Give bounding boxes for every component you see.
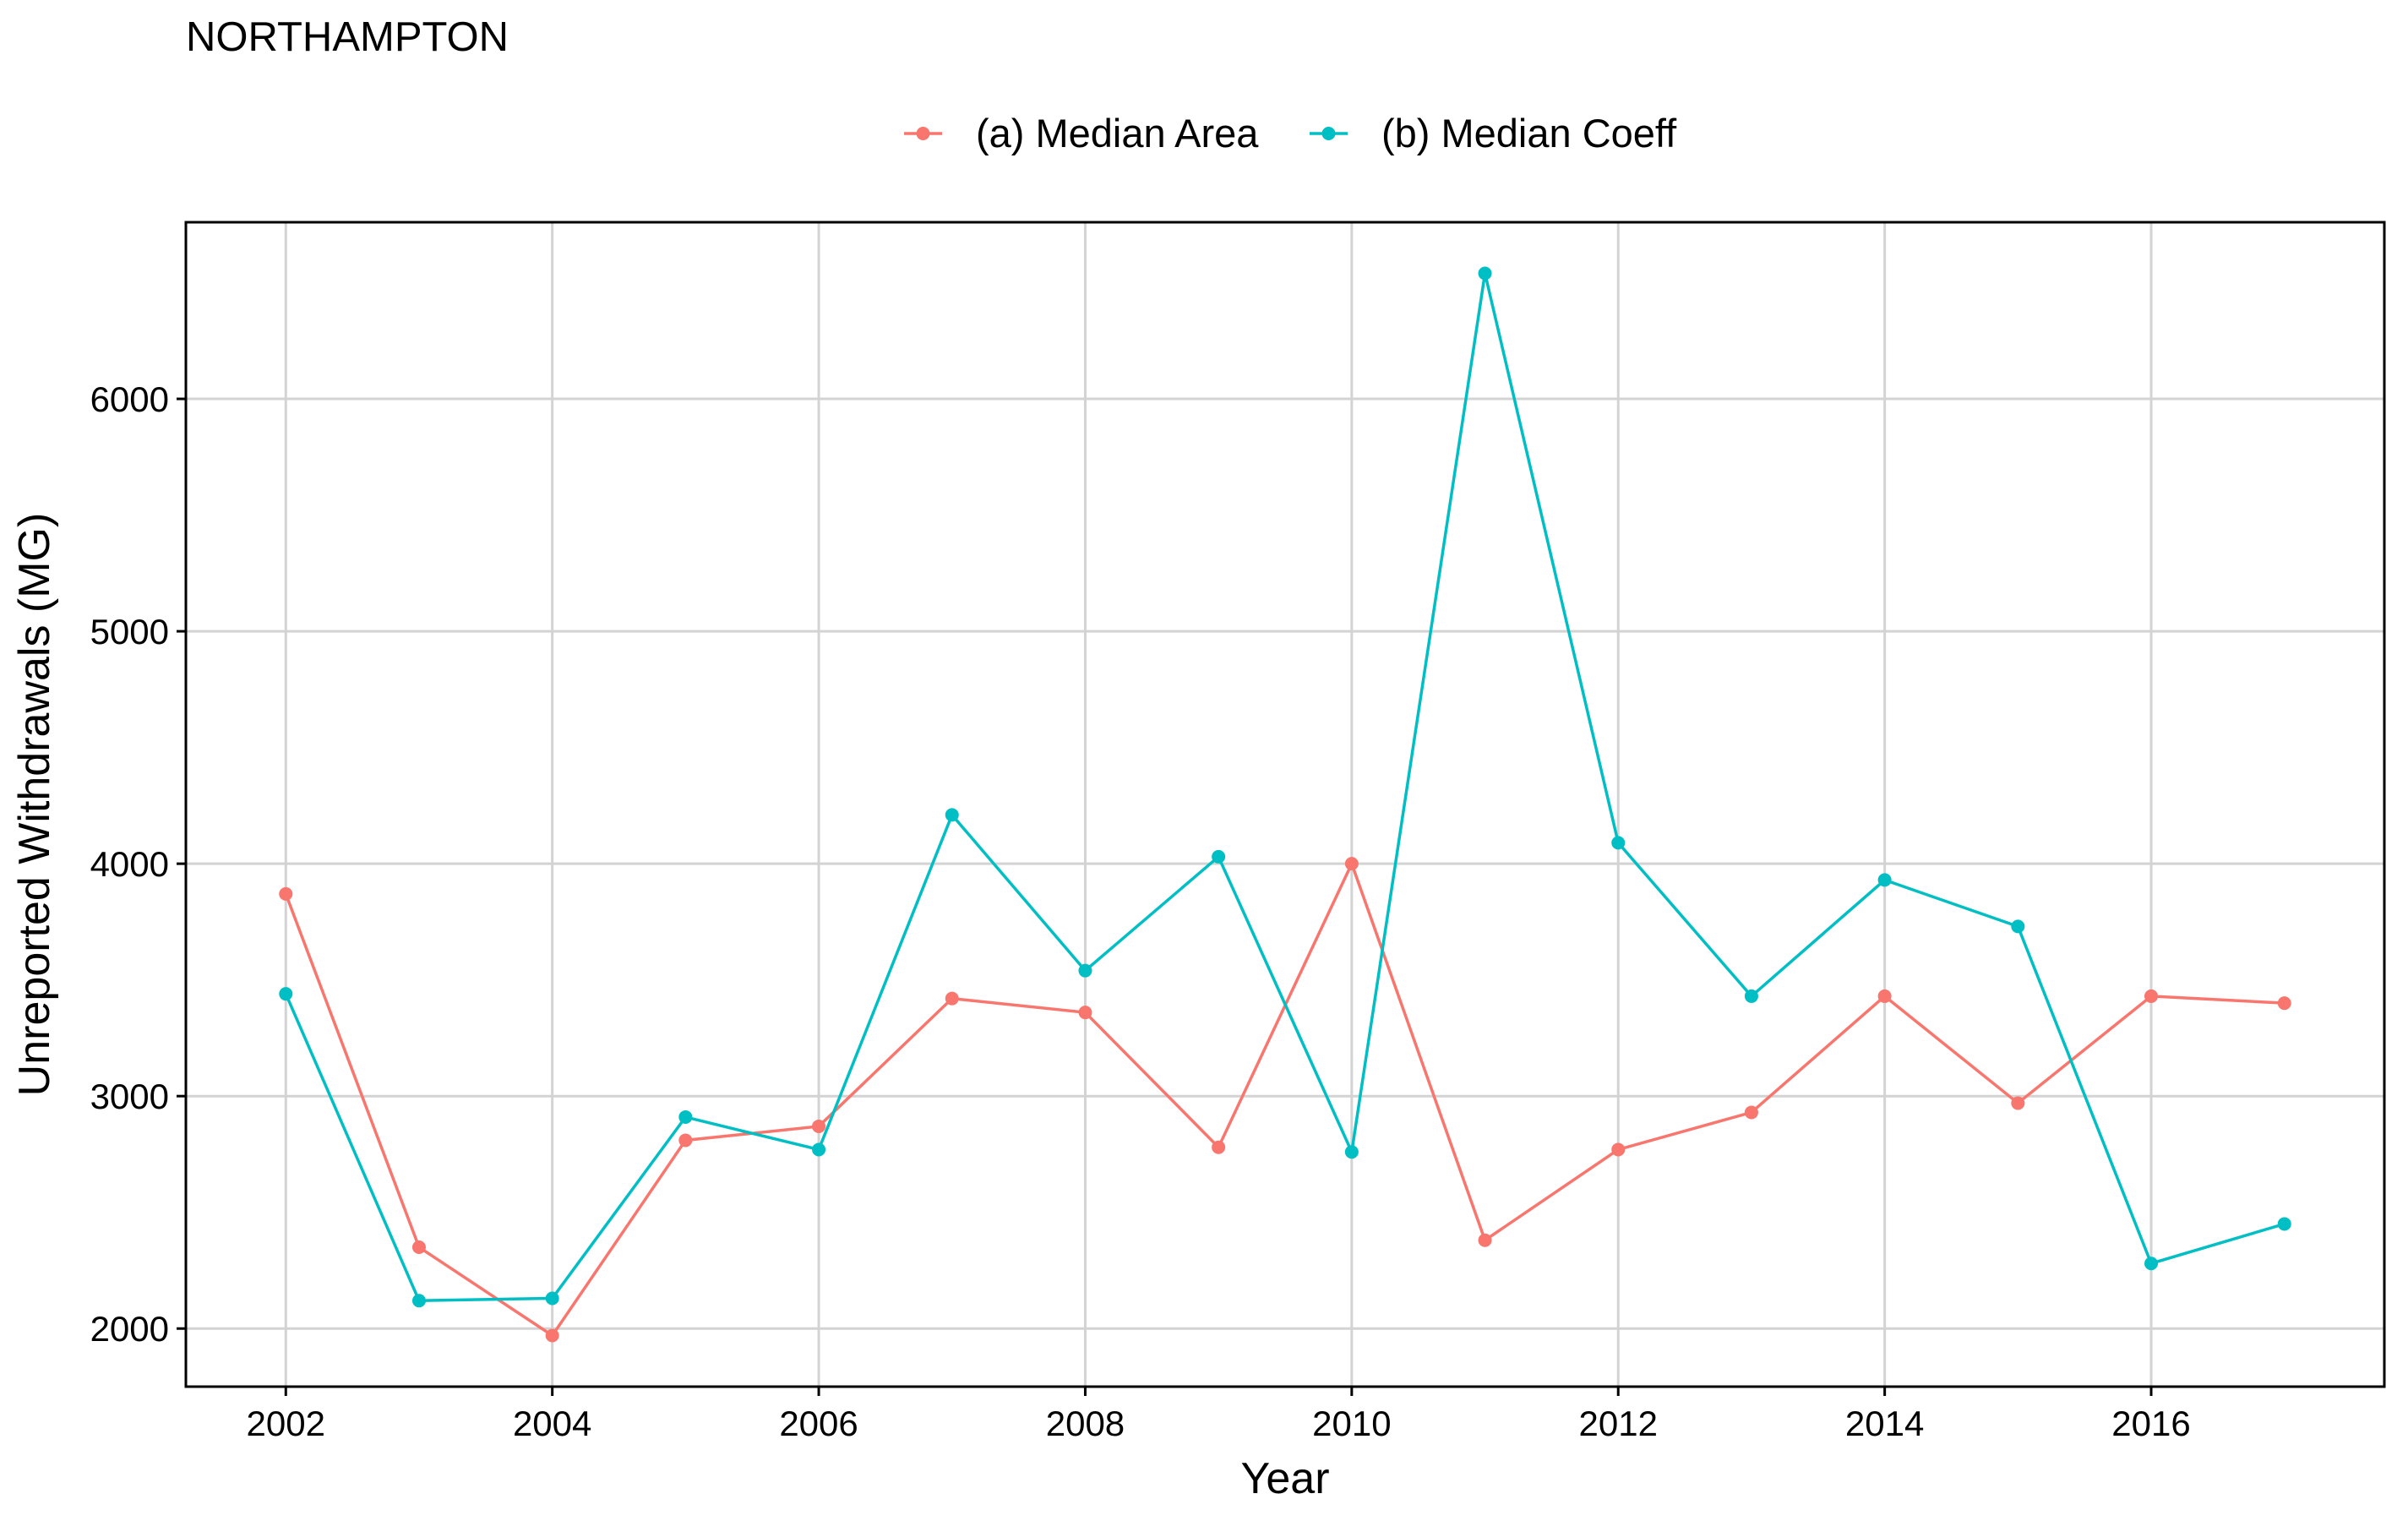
y-tick-label: 6000 xyxy=(90,379,169,419)
data-point-median-coeff xyxy=(2011,919,2025,934)
data-point-median-coeff xyxy=(945,808,959,822)
data-point-median-coeff xyxy=(1744,989,1758,1003)
panel-border xyxy=(184,221,2386,1388)
x-tick-label: 2008 xyxy=(1046,1404,1125,1443)
x-tick-label: 2010 xyxy=(1312,1404,1391,1443)
x-axis: 2002 2004 2006 2008 2010 2012 2014 2016 xyxy=(247,1387,2191,1443)
data-point-median-area xyxy=(2277,996,2291,1011)
data-point-median-area xyxy=(1078,1006,1092,1020)
data-point-median-area xyxy=(1478,1233,1492,1247)
y-tick-label: 5000 xyxy=(90,612,169,651)
series-median-area xyxy=(279,857,2291,1343)
x-tick-label: 2012 xyxy=(1579,1404,1658,1443)
data-point-median-area xyxy=(545,1328,559,1343)
y-axis: 2000 3000 4000 5000 6000 xyxy=(90,379,186,1349)
data-point-median-coeff xyxy=(545,1291,559,1306)
data-point-median-area xyxy=(1212,1140,1226,1154)
series-line-median-area xyxy=(284,859,2285,1338)
data-point-median-area xyxy=(279,886,293,901)
x-tick-label: 2002 xyxy=(247,1404,325,1443)
data-point-median-area xyxy=(945,991,959,1006)
legend-label-median-coeff: (b) Median Coeff xyxy=(1381,111,1677,155)
legend-item-median-coeff: (b) Median Coeff xyxy=(1310,111,1677,155)
data-point-median-coeff xyxy=(812,1142,826,1157)
x-tick-label: 2014 xyxy=(1845,1404,1924,1443)
data-point-median-coeff xyxy=(1478,266,1492,281)
series-median-coeff xyxy=(279,266,2291,1308)
legend-key-point-median-area xyxy=(916,127,930,140)
data-point-median-area xyxy=(1877,989,1892,1003)
x-tick-label: 2004 xyxy=(513,1404,591,1443)
legend: (a) Median Area (b) Median Coeff xyxy=(904,111,1677,155)
data-point-median-area xyxy=(1744,1105,1758,1120)
data-point-median-coeff xyxy=(1344,1145,1359,1159)
data-point-median-coeff xyxy=(411,1294,426,1308)
x-tick-label: 2016 xyxy=(2111,1404,2190,1443)
data-point-median-coeff xyxy=(1877,873,1892,887)
data-point-median-coeff xyxy=(1078,963,1092,978)
y-tick-label: 4000 xyxy=(90,844,169,884)
x-axis-title: Year xyxy=(1240,1454,1329,1503)
data-point-median-area xyxy=(812,1119,826,1133)
data-point-median-coeff xyxy=(279,987,293,1001)
y-axis-title: Unreported Withdrawals (MG) xyxy=(10,513,59,1097)
data-point-median-coeff xyxy=(1212,849,1226,864)
data-point-median-coeff xyxy=(2144,1257,2159,1271)
data-point-median-area xyxy=(678,1133,693,1148)
data-point-median-area xyxy=(1611,1142,1626,1157)
data-point-median-area xyxy=(1344,857,1359,871)
y-tick-label: 2000 xyxy=(90,1309,169,1349)
grid xyxy=(186,222,2384,1387)
data-point-median-area xyxy=(2144,989,2159,1003)
series-line-median-coeff xyxy=(284,273,2285,1303)
legend-item-median-area: (a) Median Area xyxy=(904,111,1259,155)
data-point-median-area xyxy=(2011,1096,2025,1110)
data-point-median-coeff xyxy=(678,1109,693,1124)
x-tick-label: 2006 xyxy=(779,1404,858,1443)
series-layer xyxy=(279,266,2291,1343)
y-tick-label: 3000 xyxy=(90,1077,169,1116)
data-point-median-coeff xyxy=(2277,1217,2291,1231)
data-point-median-coeff xyxy=(1611,836,1626,850)
data-point-median-area xyxy=(411,1240,426,1254)
chart-title: NORTHAMPTON xyxy=(186,14,509,60)
legend-key-point-median-coeff xyxy=(1321,127,1336,140)
legend-label-median-area: (a) Median Area xyxy=(976,111,1259,155)
